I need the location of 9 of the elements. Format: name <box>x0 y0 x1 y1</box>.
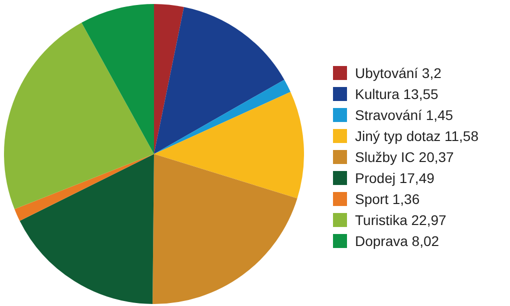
legend-label: Ubytování 3,2 <box>355 64 442 80</box>
legend-label: Prodej 17,49 <box>355 170 434 186</box>
legend-label: Doprava 8,02 <box>355 232 440 248</box>
legend-label: Kultura 13,55 <box>355 86 438 102</box>
legend-label: Služby IC 20,37 <box>355 148 454 164</box>
legend-label: Jiný typ dotaz 11,58 <box>355 128 478 144</box>
legend-label: Sport 1,36 <box>355 190 420 206</box>
legend-label: Stravování 1,45 <box>355 106 454 122</box>
legend-label: Turistika 22,97 <box>355 212 446 228</box>
